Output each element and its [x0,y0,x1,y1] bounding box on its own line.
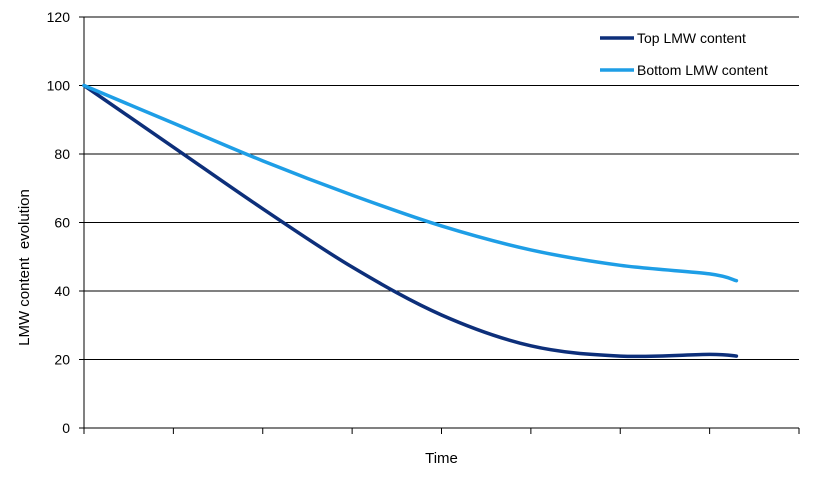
y-tick-label-60: 60 [54,215,70,231]
y-tick-label-80: 80 [54,146,70,162]
legend-label-top-lmw: Top LMW content [637,30,746,46]
series-line-0 [82,83,739,359]
y-tick-label-100: 100 [47,78,71,94]
series-lines [82,83,739,359]
y-tick-label-0: 0 [62,420,70,436]
series-line-1 [82,83,739,283]
y-tick-label-20: 20 [54,352,70,368]
y-axis-title: LMW content evolution [16,189,33,346]
x-tick-marks [83,428,800,434]
grid-lines [79,16,799,429]
legend: Top LMW content Bottom LMW content [600,30,768,78]
y-tick-label-40: 40 [54,283,70,299]
legend-label-bottom-lmw: Bottom LMW content [637,62,768,78]
y-tick-label-120: 120 [47,9,71,25]
x-axis-title: Time [425,450,458,467]
y-tick-labels: 0 20 40 60 80 100 120 [47,9,71,436]
